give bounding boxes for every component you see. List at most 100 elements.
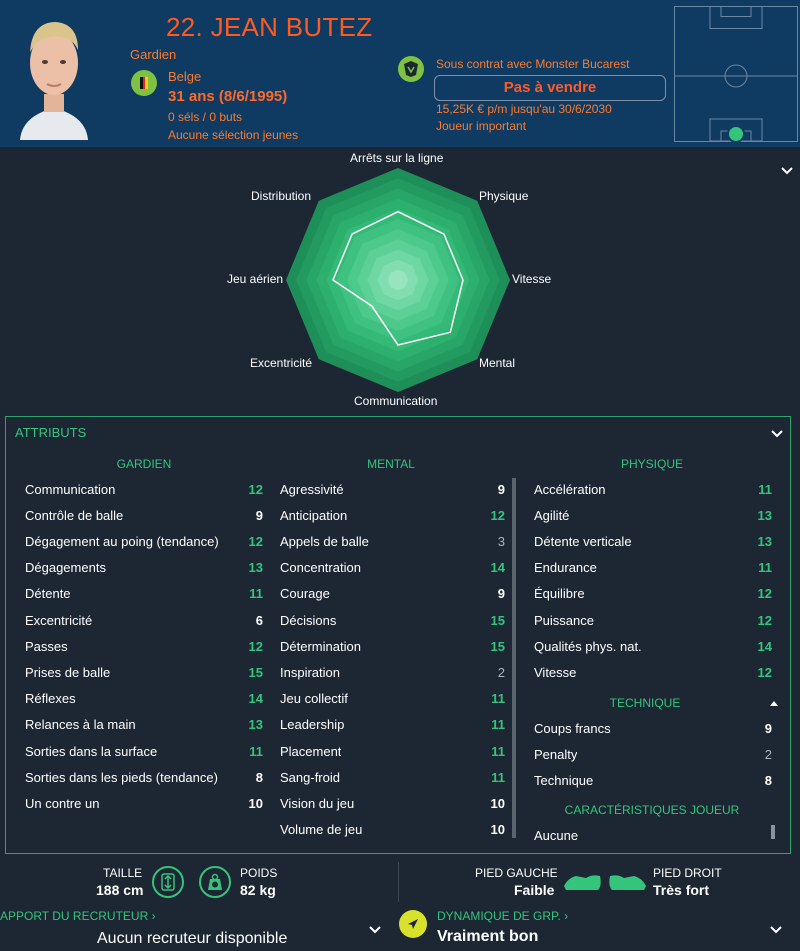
attribute-row[interactable]: Leadership 11 [280, 712, 505, 738]
right-boot-icon [609, 875, 646, 890]
attribute-label: Technique [534, 772, 594, 788]
player-header: 22. JEAN BUTEZ Gardien Belge 31 ans (8/6… [0, 0, 800, 147]
attribute-row[interactable]: Placement 11 [280, 738, 505, 764]
attribute-row[interactable]: Excentricité 6 [25, 607, 263, 633]
position-pitch [674, 6, 798, 142]
player-nationality[interactable]: Belge [168, 69, 202, 84]
scrollbar-thumb[interactable] [771, 825, 775, 839]
collapse-arrow-icon[interactable] [770, 700, 778, 706]
attribute-value: 9 [764, 720, 772, 736]
attribute-label: Endurance [534, 560, 597, 576]
trait-label: Aucune [534, 828, 579, 840]
attribute-row[interactable]: Concentration 14 [280, 555, 505, 581]
attribute-row[interactable]: Appels de balle 3 [280, 528, 505, 554]
transfer-status-button[interactable]: Pas à vendre [434, 75, 666, 101]
club-badge-icon[interactable] [398, 56, 424, 82]
attribute-row[interactable]: Sorties dans la surface 11 [25, 738, 263, 764]
attribute-value: 2 [764, 746, 772, 762]
attribute-row[interactable]: Inspiration 2 [280, 659, 505, 685]
attribute-value: 15 [490, 612, 505, 628]
attributes-title[interactable]: ATTRIBUTS [15, 425, 87, 440]
attribute-value: 13 [248, 717, 263, 733]
height-value: 188 cm [96, 882, 144, 898]
attribute-row[interactable]: Détermination 15 [280, 633, 505, 659]
attribute-row[interactable]: Coups francs 9 [534, 715, 772, 741]
attribute-row[interactable]: Puissance 12 [534, 607, 772, 633]
attribute-value: 2 [497, 664, 505, 680]
attribute-row[interactable]: Accélération 11 [534, 476, 772, 502]
attribute-value: 12 [248, 533, 263, 549]
traits-header: CARACTÉRISTIQUES JOUEUR [564, 803, 740, 817]
attribute-value: 10 [490, 795, 505, 811]
attribute-row[interactable]: Sorties dans les pieds (tendance) 8 [25, 764, 263, 790]
attributes-panel: ATTRIBUTS [5, 416, 791, 854]
attribute-value: 9 [497, 481, 505, 497]
attribute-label: Détermination [280, 638, 361, 654]
radar-label-distribution: Distribution [251, 189, 312, 203]
right-foot-label: PIED DROIT [653, 866, 722, 880]
player-position: Gardien [130, 47, 177, 62]
radar-label-aerial: Jeu aérien [227, 272, 284, 286]
radar-label-mental: Mental [479, 356, 516, 370]
attribute-row[interactable]: Sang-froid 11 [280, 764, 505, 790]
attribute-row[interactable]: Équilibre 12 [534, 581, 772, 607]
attribute-value: 6 [255, 612, 263, 628]
attribute-row[interactable]: Volume de jeu 10 [280, 817, 505, 843]
contract-club[interactable]: Sous contrat avec Monster Bucarest [436, 57, 630, 71]
belgium-flag-icon [131, 70, 157, 96]
left-foot-value: Faible [514, 882, 555, 898]
left-boot-icon [564, 875, 601, 890]
attribute-row[interactable]: Un contre un 10 [25, 790, 263, 816]
attribute-label: Accélération [534, 481, 606, 497]
trait-item: Aucune [534, 828, 764, 840]
attribute-row[interactable]: Décisions 15 [280, 607, 505, 633]
attribute-row[interactable]: Vision du jeu 10 [280, 790, 505, 816]
attribute-row[interactable]: Penalty 2 [534, 741, 772, 767]
scout-report-link[interactable]: APPORT DU RECRUTEUR › [0, 909, 156, 923]
radar-label-line-stopping: Arrêts sur la ligne [350, 151, 444, 165]
attribute-label: Concentration [280, 560, 361, 576]
attribute-row[interactable]: Agressivité 9 [280, 476, 505, 502]
attribute-row[interactable]: Dégagement au poing (tendance) 12 [25, 528, 263, 554]
chevron-down-icon[interactable] [369, 926, 381, 934]
chevron-down-icon[interactable] [771, 430, 783, 438]
height-label: TAILLE [103, 866, 143, 880]
attribute-row[interactable]: Anticipation 12 [280, 502, 505, 528]
scrollbar[interactable] [512, 478, 516, 838]
chevron-down-icon[interactable] [781, 167, 793, 175]
attribute-row[interactable]: Courage 9 [280, 581, 505, 607]
dynamics-link[interactable]: DYNAMIQUE DE GRP. › [437, 909, 569, 923]
attribute-value: 9 [497, 586, 505, 602]
attribute-label: Excentricité [25, 612, 93, 628]
attribute-value: 12 [248, 481, 263, 497]
attribute-row[interactable]: Vitesse 12 [534, 659, 772, 685]
attribute-row[interactable]: Communication 12 [25, 476, 263, 502]
attribute-row[interactable]: Agilité 13 [534, 502, 772, 528]
attribute-value: 15 [490, 638, 505, 654]
attribute-value: 11 [491, 717, 505, 733]
attribute-row[interactable]: Endurance 11 [534, 555, 772, 581]
attribute-row[interactable]: Détente verticale 13 [534, 528, 772, 554]
goalkeeping-header: GARDIEN [116, 457, 172, 471]
attribute-row[interactable]: Dégagements 13 [25, 555, 263, 581]
attribute-value: 14 [757, 638, 772, 654]
chevron-down-icon[interactable] [770, 926, 782, 934]
attribute-row[interactable]: Relances à la main 13 [25, 712, 263, 738]
attribute-row[interactable]: Contrôle de balle 9 [25, 502, 263, 528]
attribute-label: Passes [25, 638, 68, 654]
attribute-row[interactable]: Détente 11 [25, 581, 263, 607]
scout-value: Aucun recruteur disponible [97, 930, 288, 947]
attribute-label: Sorties dans les pieds (tendance) [25, 769, 218, 785]
attribute-row[interactable]: Jeu collectif 11 [280, 686, 505, 712]
attribute-label: Qualités phys. nat. [534, 638, 642, 654]
attribute-value: 3 [497, 533, 505, 549]
attribute-row[interactable]: Qualités phys. nat. 14 [534, 633, 772, 659]
attribute-label: Détente verticale [534, 533, 632, 549]
attribute-row[interactable]: Passes 12 [25, 633, 263, 659]
attribute-row[interactable]: Technique 8 [534, 767, 772, 793]
attribute-value: 9 [255, 507, 263, 523]
attribute-row[interactable]: Prises de balle 15 [25, 659, 263, 685]
attribute-row[interactable]: Réflexes 14 [25, 686, 263, 712]
attribute-value: 8 [764, 772, 772, 788]
attribute-value: 12 [757, 664, 772, 680]
